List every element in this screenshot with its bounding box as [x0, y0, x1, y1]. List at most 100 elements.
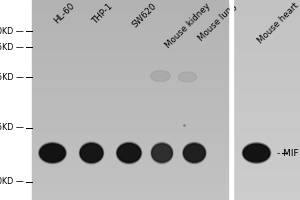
Bar [234, 80, 300, 83]
Ellipse shape [80, 144, 103, 162]
Bar [32, 197, 228, 200]
Bar [32, 180, 228, 183]
Text: Mouse lung: Mouse lung [196, 1, 238, 43]
Ellipse shape [116, 142, 142, 164]
Ellipse shape [178, 72, 196, 82]
Bar [234, 47, 300, 50]
Ellipse shape [40, 144, 65, 162]
Text: THP-1: THP-1 [92, 1, 116, 25]
Ellipse shape [79, 142, 104, 164]
Bar [32, 127, 228, 130]
Bar [32, 53, 228, 57]
Bar [32, 37, 228, 40]
Bar [234, 130, 300, 133]
Bar [234, 27, 300, 30]
Bar [32, 110, 228, 113]
Bar [234, 127, 300, 130]
Bar [234, 173, 300, 177]
Bar [234, 147, 300, 150]
Ellipse shape [151, 71, 170, 82]
Bar [32, 177, 228, 180]
Bar [32, 103, 228, 107]
Bar [234, 60, 300, 63]
Bar [234, 107, 300, 110]
Bar [234, 117, 300, 120]
Ellipse shape [183, 142, 206, 164]
Ellipse shape [151, 142, 173, 164]
Bar [234, 53, 300, 57]
Bar [32, 3, 228, 7]
Bar [230, 0, 233, 200]
Bar [234, 140, 300, 143]
Bar [32, 97, 228, 100]
Bar [32, 43, 228, 47]
Bar [234, 167, 300, 170]
Text: 15KD —: 15KD — [0, 123, 24, 132]
Text: 25KD —: 25KD — [0, 72, 24, 82]
Bar [32, 133, 228, 137]
Bar [234, 17, 300, 20]
Bar [32, 30, 228, 33]
Text: 35KD —: 35KD — [0, 43, 24, 51]
Ellipse shape [242, 143, 271, 163]
Bar [234, 30, 300, 33]
Bar [32, 153, 228, 157]
Bar [234, 93, 300, 97]
Bar [32, 160, 228, 163]
Bar [234, 110, 300, 113]
Text: - MIF: - MIF [277, 148, 298, 158]
Text: Mouse heart: Mouse heart [256, 1, 300, 45]
Bar [234, 70, 300, 73]
Ellipse shape [152, 144, 172, 162]
Bar [32, 137, 228, 140]
Bar [32, 67, 228, 70]
Bar [234, 73, 300, 77]
Bar [32, 57, 228, 60]
Bar [234, 63, 300, 67]
Bar [234, 120, 300, 123]
Bar [32, 120, 228, 123]
Bar [32, 123, 228, 127]
Bar [234, 77, 300, 80]
Bar [32, 157, 228, 160]
Ellipse shape [39, 142, 66, 164]
Bar [234, 193, 300, 197]
Bar [32, 143, 228, 147]
Bar [234, 137, 300, 140]
Bar [32, 47, 228, 50]
Bar [234, 97, 300, 100]
Bar [234, 90, 300, 93]
Bar [234, 23, 300, 27]
Bar [32, 60, 228, 63]
Bar [234, 157, 300, 160]
Bar [234, 190, 300, 193]
Bar [234, 133, 300, 137]
Bar [32, 130, 228, 133]
Ellipse shape [184, 144, 205, 162]
Bar [32, 70, 228, 73]
Bar [234, 20, 300, 23]
Ellipse shape [117, 144, 141, 162]
Bar [234, 100, 300, 103]
Bar [234, 43, 300, 47]
Bar [234, 33, 300, 37]
Bar [32, 167, 228, 170]
Bar [32, 163, 228, 167]
Bar [234, 83, 300, 87]
Bar [234, 180, 300, 183]
Bar [32, 87, 228, 90]
Bar [234, 170, 300, 173]
Bar [234, 40, 300, 43]
Bar [234, 13, 300, 17]
Text: 40KD —: 40KD — [0, 26, 24, 36]
Bar [234, 50, 300, 53]
Bar [32, 93, 228, 97]
Bar [234, 3, 300, 7]
Bar [32, 17, 228, 20]
Bar [234, 103, 300, 107]
Bar [234, 183, 300, 187]
Bar [32, 147, 228, 150]
Bar [32, 77, 228, 80]
Bar [234, 187, 300, 190]
Bar [32, 80, 228, 83]
